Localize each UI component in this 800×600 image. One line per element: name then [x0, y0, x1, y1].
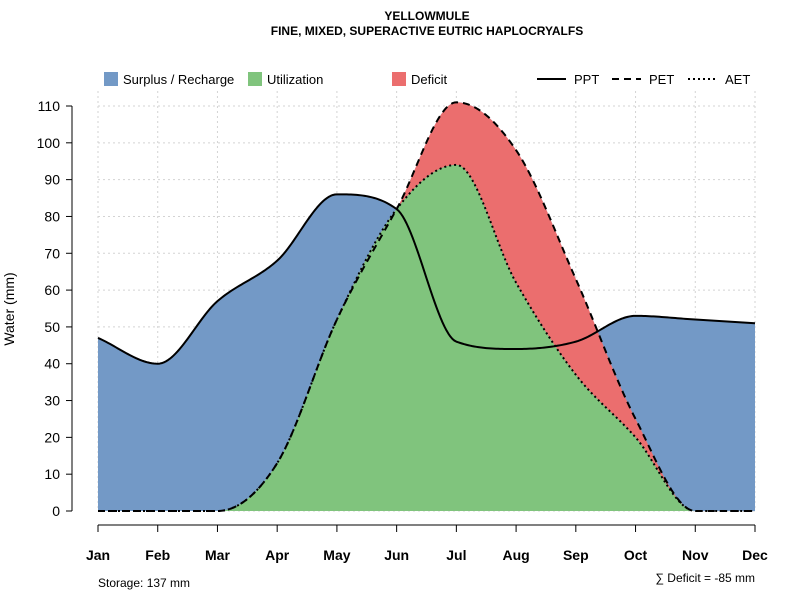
deficit-annotation: ∑ Deficit = -85 mm	[655, 571, 755, 585]
y-tick-label-10: 10	[44, 466, 60, 482]
x-tick-label-nov: Nov	[682, 547, 709, 563]
legend-label-utilization: Utilization	[267, 72, 323, 87]
x-tick-label-jan: Jan	[86, 547, 110, 563]
y-tick-label-90: 90	[44, 172, 60, 188]
y-axis-label: Water (mm)	[1, 272, 17, 345]
x-tick-label-jun: Jun	[384, 547, 409, 563]
legend-swatch-deficit	[392, 72, 406, 86]
y-tick-label-30: 30	[44, 393, 60, 409]
axes: 0 10 20 30 40 50 60 70 80 90 100 110 Jan Feb Mar Apr May…	[37, 98, 768, 563]
x-tick-label-apr: Apr	[265, 547, 290, 563]
y-tick-label-40: 40	[44, 356, 60, 372]
x-tick-label-sep: Sep	[563, 547, 589, 563]
legend-swatch-utilization	[248, 72, 262, 86]
chart-subtitle: FINE, MIXED, SUPERACTIVE EUTRIC HAPLOCRY…	[271, 24, 583, 38]
legend-label-aet: AET	[725, 72, 750, 87]
area-fills	[98, 102, 755, 511]
legend-swatch-surplus	[104, 72, 118, 86]
x-tick-label-aug: Aug	[502, 547, 529, 563]
legend-label-deficit: Deficit	[411, 72, 448, 87]
chart-legend: Surplus / Recharge Utilization Deficit P…	[104, 72, 750, 87]
x-tick-label-mar: Mar	[205, 547, 230, 563]
x-tick-label-dec: Dec	[742, 547, 768, 563]
series-lines	[97, 101, 756, 512]
x-tick-label-feb: Feb	[145, 547, 170, 563]
y-tick-label-0: 0	[52, 503, 60, 519]
utilization-area	[98, 164, 755, 511]
y-tick-label-110: 110	[38, 98, 61, 114]
y-tick-label-60: 60	[44, 282, 60, 298]
y-tick-label-100: 100	[37, 135, 61, 151]
legend-label-pet: PET	[649, 72, 674, 87]
storage-annotation: Storage: 137 mm	[98, 576, 190, 590]
ppt-line	[97, 193, 756, 365]
y-tick-label-80: 80	[44, 208, 60, 224]
x-tick-label-jul: Jul	[446, 547, 466, 563]
x-tick-label-oct: Oct	[624, 547, 648, 563]
pet-line	[98, 101, 755, 512]
chart-title: YELLOWMULE	[384, 9, 469, 23]
y-tick-label-70: 70	[44, 245, 60, 261]
y-tick-label-50: 50	[44, 319, 60, 335]
x-tick-label-may: May	[323, 547, 350, 563]
legend-label-ppt: PPT	[574, 72, 599, 87]
y-tick-label-20: 20	[44, 429, 60, 445]
legend-label-surplus: Surplus / Recharge	[123, 72, 234, 87]
